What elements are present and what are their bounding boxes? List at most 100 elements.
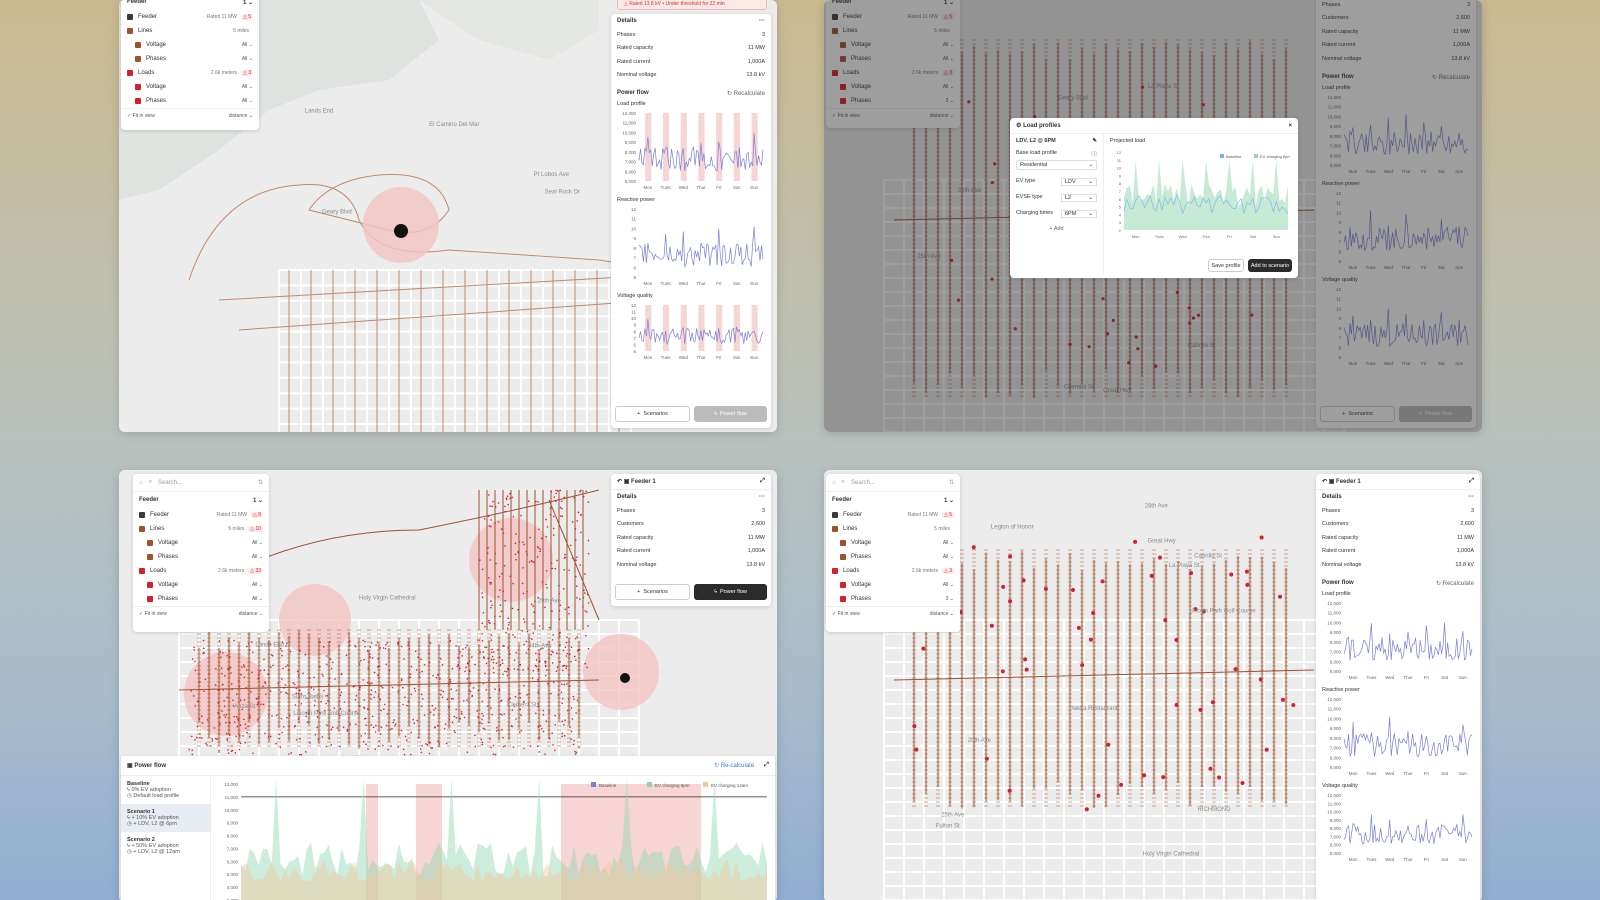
layer-select[interactable]: All ⌄ (942, 554, 954, 560)
home-icon[interactable]: ⌂ (832, 479, 836, 486)
expand-icon[interactable]: ⤢ (764, 762, 769, 768)
evse-type-select[interactable]: L2 ⌄ (1061, 194, 1097, 202)
layer-row[interactable]: Lines 5 miles (826, 522, 960, 536)
recalculate-button[interactable]: ↻ Recalculate (1435, 580, 1474, 587)
layer-row[interactable]: Phases All ⌄ (121, 94, 259, 108)
filter-icon[interactable]: ⇅ (948, 480, 954, 486)
layer-select[interactable]: All ⌄ (241, 98, 253, 104)
layer-row[interactable]: Loads 2.6k meters △ 3 (121, 66, 259, 80)
pencil-icon[interactable]: ✎ (1092, 138, 1097, 144)
layer-row[interactable]: Loads 2.6k meters △ 3 (826, 564, 960, 578)
layer-select[interactable]: All ⌄ (251, 554, 263, 560)
recalculate-button[interactable]: ↻ Recalculate (1431, 74, 1470, 81)
layer-row[interactable]: Lines 5 miles △ 10 (133, 522, 269, 536)
scenarios-button[interactable]: + Scenarios (615, 406, 690, 422)
fit-checkbox[interactable]: ✓ Fit in view (139, 610, 167, 617)
back-icon[interactable]: ↶ (617, 479, 623, 485)
fit-select[interactable]: distance ⌄ (929, 610, 954, 617)
layer-select[interactable]: All ⌄ (942, 582, 954, 588)
layer-row[interactable]: Lines 5 miles (121, 24, 259, 38)
ev-type-select[interactable]: LDV ⌄ (1061, 178, 1097, 186)
feeder-select[interactable]: 1 ⌄ (943, 497, 954, 504)
layer-row[interactable]: Phases All ⌄ (121, 52, 259, 66)
back-icon[interactable]: ↶ (1322, 479, 1328, 485)
layer-row[interactable]: Feeder Rated 11 MW △ 5 (121, 10, 259, 24)
home-icon[interactable]: ⌂ (139, 479, 143, 486)
search-input[interactable]: Search... (851, 479, 876, 486)
fit-checkbox[interactable]: ✓ Fit in view (832, 610, 860, 617)
warning-badge[interactable]: △ 33 (248, 568, 263, 574)
layer-select[interactable]: All ⌄ (241, 42, 253, 48)
layer-row[interactable]: Loads 2.6k meters △ 33 (133, 564, 269, 578)
layer-select[interactable]: All ⌄ (942, 540, 954, 546)
layer-row[interactable]: Feeder Rated 11 MW △ 5 (826, 508, 960, 522)
fit-select[interactable]: distance ⌄ (238, 610, 263, 617)
warning-badge[interactable]: △ 3 (941, 568, 954, 574)
layer-row[interactable]: Voltage All ⌄ (826, 38, 960, 52)
layer-row[interactable]: Phases All ⌄ (133, 550, 269, 564)
layer-select[interactable]: All ⌄ (942, 84, 954, 90)
layer-row[interactable]: Voltage All ⌄ (121, 38, 259, 52)
layer-row[interactable]: Voltage All ⌄ (826, 578, 960, 592)
layer-select[interactable]: 3 ⌄ (945, 98, 954, 104)
fit-select[interactable]: distance ⌄ (228, 112, 253, 119)
expand-icon[interactable]: ⤢ (760, 478, 765, 484)
layer-row[interactable]: Voltage All ⌄ (133, 578, 269, 592)
warning-badge[interactable]: △ 5 (941, 512, 954, 518)
layer-select[interactable]: All ⌄ (251, 540, 263, 546)
layer-select[interactable]: All ⌄ (251, 582, 263, 588)
layer-row[interactable]: Phases All ⌄ (133, 592, 269, 606)
more-icon[interactable]: ··· (759, 494, 765, 500)
more-icon[interactable]: ··· (1468, 494, 1474, 500)
warning-badge[interactable]: △ 3 (240, 70, 253, 76)
layer-row[interactable]: Phases 3 ⌄ (826, 592, 960, 606)
scenarios-button[interactable]: + Scenarios (615, 584, 690, 600)
warning-badge[interactable]: △ 8 (250, 512, 263, 518)
warning-badge[interactable]: △ 5 (941, 14, 954, 20)
layer-row[interactable]: Phases 3 ⌄ (826, 94, 960, 108)
warning-badge[interactable]: △ 3 (941, 70, 954, 76)
power-flow-button[interactable]: ϟ Power flow (694, 406, 767, 422)
fit-checkbox[interactable]: ✓ Fit in view (127, 113, 155, 119)
add-to-scenario-button[interactable]: Add to scenario (1248, 259, 1292, 272)
layer-select[interactable]: All ⌄ (942, 42, 954, 48)
recalculate-button[interactable]: ↻ Recalculate (727, 90, 765, 97)
layer-select[interactable]: All ⌄ (241, 56, 253, 62)
power-flow-button[interactable]: ϟ Power flow (1399, 406, 1472, 422)
expand-icon[interactable]: ⤢ (1469, 478, 1474, 484)
layer-row[interactable]: Voltage All ⌄ (121, 80, 259, 94)
layer-select[interactable]: All ⌄ (241, 84, 253, 90)
feeder-select[interactable]: 1 ⌄ (243, 0, 253, 6)
scenarios-button[interactable]: + Scenarios (1320, 406, 1395, 422)
layer-row[interactable]: Phases All ⌄ (826, 52, 960, 66)
layer-select[interactable]: All ⌄ (942, 56, 954, 62)
warning-badge[interactable]: △ 10 (248, 526, 263, 532)
save-profile-button[interactable]: Save profile (1208, 259, 1244, 272)
layer-row[interactable]: Voltage All ⌄ (826, 536, 960, 550)
layer-row[interactable]: Voltage All ⌄ (826, 80, 960, 94)
scenario-item[interactable]: Baseline ϟ 0% EV adoption ◷ Default load p… (121, 776, 210, 804)
warning-badge[interactable]: △ 5 (240, 14, 253, 20)
fit-checkbox[interactable]: ✓ Fit in view (832, 112, 860, 119)
feeder-select[interactable]: 1 ⌄ (943, 0, 954, 6)
add-button[interactable]: + Add (1049, 226, 1064, 232)
charging-times-select[interactable]: 6PM ⌄ (1061, 210, 1097, 218)
selected-node[interactable] (394, 224, 408, 238)
layer-row[interactable]: Loads 2.6k meters △ 3 (826, 66, 960, 80)
close-icon[interactable]: × (1288, 122, 1292, 129)
more-icon[interactable]: ··· (759, 18, 765, 24)
base-profile-select[interactable]: Residential ⌄ (1016, 160, 1097, 170)
layer-select[interactable]: 3 ⌄ (945, 596, 954, 602)
feeder-select[interactable]: 1 ⌄ (252, 497, 263, 504)
layer-row[interactable]: Lines 5 miles (826, 24, 960, 38)
layer-row[interactable]: Feeder Rated 11 MW △ 8 (133, 508, 269, 522)
recalculate-button[interactable]: ↻ Re-calculate (714, 762, 754, 769)
power-flow-button[interactable]: ϟ Power flow (694, 584, 767, 600)
layer-select[interactable]: All ⌄ (251, 596, 263, 602)
layer-row[interactable]: Voltage All ⌄ (133, 536, 269, 550)
fit-select[interactable]: distance ⌄ (929, 112, 954, 119)
layer-row[interactable]: Phases All ⌄ (826, 550, 960, 564)
filter-icon[interactable]: ⇅ (257, 480, 263, 486)
